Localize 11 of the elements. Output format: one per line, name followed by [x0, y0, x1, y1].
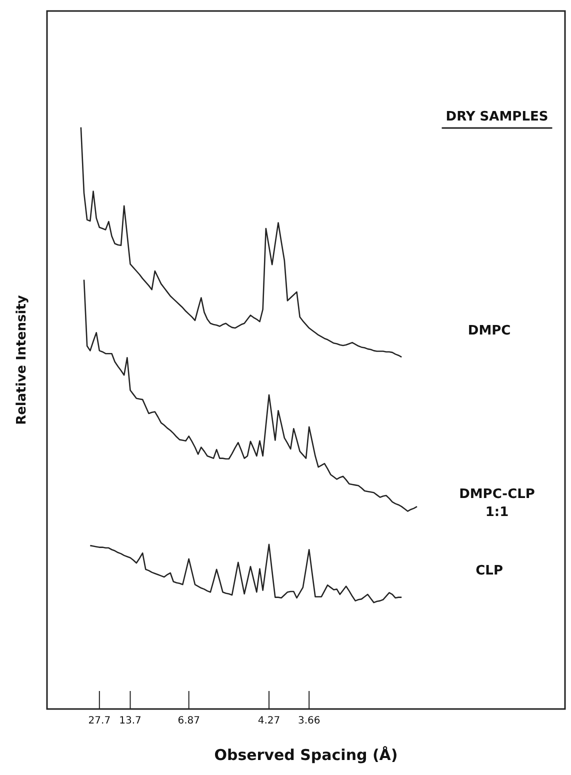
x-tick-label: 13.7 — [119, 716, 142, 727]
x-tick-label: 27.7 — [88, 716, 111, 727]
text: DMPC-CLP 1:1 — [459, 486, 535, 520]
x-tick-label: 3.66 — [298, 716, 320, 727]
text: CLP — [476, 564, 503, 579]
text: DRY SAMPLES — [446, 109, 548, 124]
text: DMPC — [468, 323, 511, 338]
x-axis-title: Observed Spacing (Å) — [214, 746, 398, 764]
y-axis-title: Relative Intensity — [14, 294, 30, 425]
x-tick-label: 4.27 — [258, 716, 280, 727]
x-tick-label: 6.87 — [178, 716, 200, 727]
